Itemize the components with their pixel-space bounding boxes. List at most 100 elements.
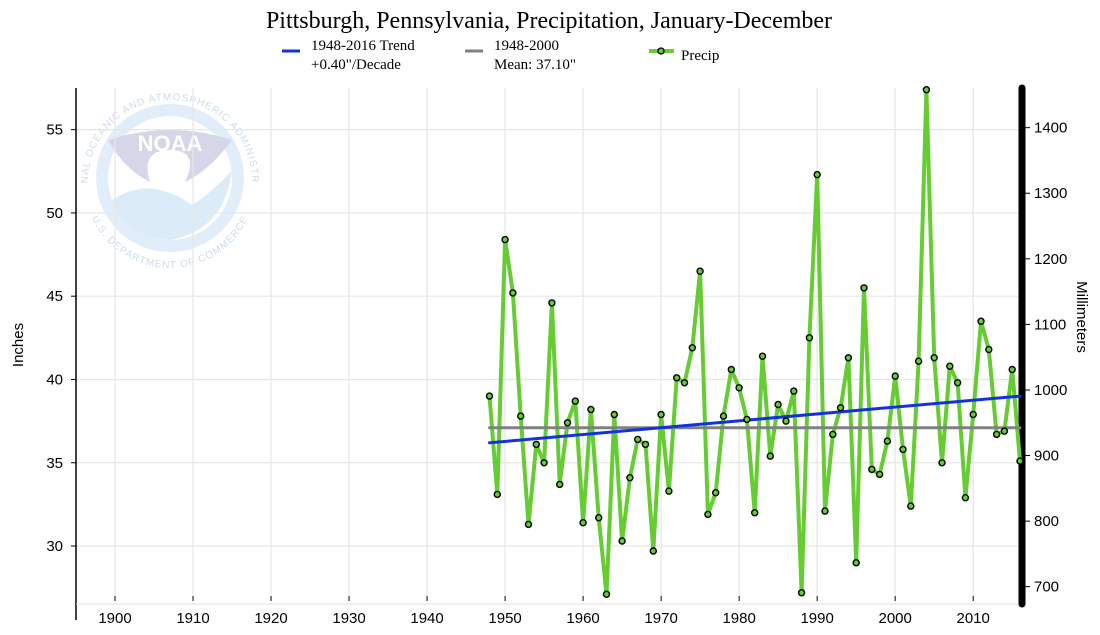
precip-point-1954 bbox=[532, 440, 540, 449]
precip-point-1975 bbox=[696, 267, 704, 275]
precip-point-2008 bbox=[953, 379, 962, 387]
precip-point-1982 bbox=[751, 509, 759, 517]
precip-point-1997 bbox=[868, 465, 876, 474]
precip-point-1972 bbox=[673, 374, 681, 382]
legend-mean-line2: Mean: 37.10" bbox=[494, 57, 576, 73]
series-line-trend bbox=[488, 394, 1022, 445]
y-right-tick-label-1100: 1100 bbox=[1034, 316, 1066, 333]
precip-point-1962 bbox=[595, 514, 603, 522]
precip-point-1995 bbox=[852, 559, 860, 567]
y-right-tick-label-1300: 1300 bbox=[1034, 185, 1067, 202]
precip-point-2009 bbox=[961, 494, 970, 502]
precip-point-1965 bbox=[618, 537, 626, 545]
x-tick-label-1920: 1920 bbox=[254, 610, 287, 627]
precip-point-1955 bbox=[540, 459, 548, 467]
precip-point-2000 bbox=[891, 372, 899, 380]
precip-point-1960 bbox=[579, 519, 587, 527]
y-right-tick-label-1400: 1400 bbox=[1034, 120, 1067, 137]
precip-point-1984 bbox=[766, 452, 774, 460]
precip-point-1998 bbox=[875, 470, 884, 479]
precip-point-2004 bbox=[922, 85, 931, 94]
precip-point-1957 bbox=[556, 480, 564, 489]
precip-point-1999 bbox=[883, 437, 892, 445]
y-right-tick-label-1200: 1200 bbox=[1034, 251, 1067, 268]
precip-point-1976 bbox=[704, 510, 712, 519]
y-axis-label-right: Millimeters bbox=[1073, 281, 1090, 353]
y-tick-label-30: 30 bbox=[46, 538, 63, 555]
precip-point-2016 bbox=[1016, 457, 1024, 465]
precip-point-1994 bbox=[844, 354, 853, 362]
y-tick-label-45: 45 bbox=[46, 288, 63, 305]
legend-item-mean: 1948-2000 Mean: 37.10" bbox=[465, 38, 576, 73]
precip-point-1993 bbox=[836, 404, 845, 412]
precip-point-2012 bbox=[985, 345, 993, 354]
y-right-tick-label-800: 800 bbox=[1034, 513, 1059, 530]
precip-point-2007 bbox=[946, 362, 954, 370]
precip-point-1951 bbox=[509, 289, 517, 297]
y-tick-label-50: 50 bbox=[46, 205, 63, 222]
axes: 1900 1910 1920 1930 1940 1950 1960 1970 1980 1990… bbox=[46, 84, 1067, 627]
x-tick-label-1970: 1970 bbox=[644, 610, 677, 627]
x-tick-label-1910: 1910 bbox=[176, 610, 209, 627]
precip-point-1967 bbox=[634, 435, 642, 444]
precip-point-1956 bbox=[548, 299, 556, 307]
precip-point-1979 bbox=[727, 365, 735, 374]
precip-point-1974 bbox=[688, 344, 696, 352]
y-tick-label-40: 40 bbox=[46, 371, 63, 388]
precip-point-1958 bbox=[563, 419, 572, 427]
x-tick-label-1930: 1930 bbox=[332, 610, 365, 627]
precip-point-1983 bbox=[758, 352, 767, 360]
precip-point-1990 bbox=[813, 170, 821, 179]
precip-point-1980 bbox=[735, 384, 743, 392]
x-tick-label-1960: 1960 bbox=[566, 610, 599, 627]
y-axis-label-left: Inches bbox=[10, 323, 27, 367]
x-tick-label-1980: 1980 bbox=[722, 610, 755, 627]
legend-item-trend: 1948-2016 Trend +0.40"/Decade bbox=[282, 38, 415, 73]
precip-point-1981 bbox=[743, 415, 751, 424]
x-tick-label-2000: 2000 bbox=[878, 610, 911, 627]
x-tick-label-1950: 1950 bbox=[488, 610, 521, 627]
y-right-tick-label-700: 700 bbox=[1034, 579, 1059, 596]
chart-title: Pittsburgh, Pennsylvania, Precipitation,… bbox=[266, 8, 832, 34]
legend-precip-label: Precip bbox=[681, 48, 719, 64]
precip-point-1996 bbox=[860, 284, 868, 292]
series-layer bbox=[485, 85, 1024, 598]
precip-point-2010 bbox=[969, 410, 977, 419]
precip-point-1969 bbox=[649, 547, 657, 555]
precip-point-1985 bbox=[774, 400, 782, 409]
precip-point-1987 bbox=[790, 387, 798, 395]
precip-point-1959 bbox=[571, 397, 579, 405]
precip-point-1966 bbox=[626, 474, 634, 482]
precip-point-1961 bbox=[587, 405, 595, 414]
precip-point-1992 bbox=[829, 430, 837, 439]
legend-mean-line1: 1948-2000 bbox=[494, 38, 559, 54]
y-right-tick-label-1000: 1000 bbox=[1034, 382, 1067, 399]
precip-point-1948 bbox=[485, 392, 494, 400]
precip-point-2014 bbox=[1000, 427, 1009, 435]
precip-point-1968 bbox=[641, 440, 650, 449]
precip-point-1953 bbox=[524, 520, 533, 529]
precip-point-1964 bbox=[610, 410, 618, 419]
x-tick-label-1940: 1940 bbox=[410, 610, 443, 627]
precip-point-1949 bbox=[493, 490, 501, 499]
precip-point-2013 bbox=[992, 430, 1001, 439]
precip-point-2006 bbox=[938, 459, 946, 467]
y-right-tick-label-900: 900 bbox=[1034, 448, 1059, 465]
precip-point-1977 bbox=[712, 489, 720, 497]
precip-point-1950 bbox=[501, 235, 509, 244]
precip-point-2015 bbox=[1008, 365, 1016, 374]
precip-point-2002 bbox=[907, 502, 915, 510]
precip-point-1952 bbox=[517, 412, 525, 420]
precip-point-1989 bbox=[805, 334, 814, 342]
precip-point-2001 bbox=[899, 445, 907, 454]
precip-point-2005 bbox=[930, 354, 938, 362]
precip-point-1970 bbox=[657, 410, 665, 419]
precip-point-2011 bbox=[977, 317, 985, 325]
y-tick-label-55: 55 bbox=[46, 122, 63, 139]
y-tick-label-35: 35 bbox=[46, 455, 63, 472]
precip-point-1973 bbox=[680, 379, 689, 387]
legend-item-precip: Precip bbox=[649, 47, 719, 64]
precip-point-1978 bbox=[719, 412, 728, 420]
precip-point-1963 bbox=[602, 590, 611, 598]
legend-trend-line2: +0.40"/Decade bbox=[311, 57, 401, 73]
